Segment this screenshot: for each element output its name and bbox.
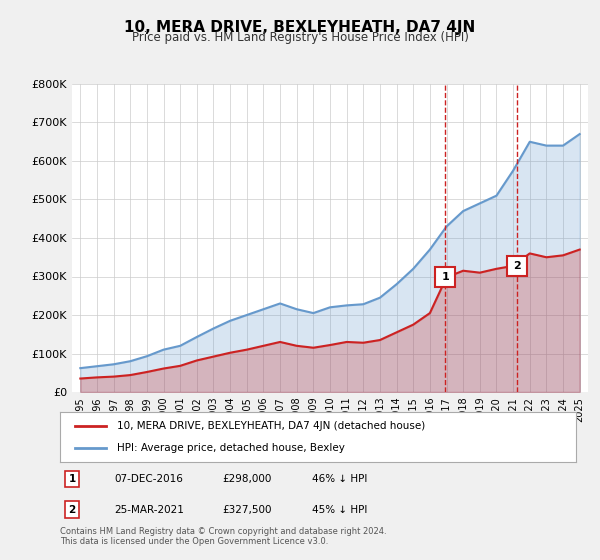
Text: 10, MERA DRIVE, BEXLEYHEATH, DA7 4JN (detached house): 10, MERA DRIVE, BEXLEYHEATH, DA7 4JN (de… [117,421,425,431]
Text: 1: 1 [442,272,449,282]
Text: Contains HM Land Registry data © Crown copyright and database right 2024.
This d: Contains HM Land Registry data © Crown c… [60,526,386,546]
Text: 2: 2 [514,261,521,271]
Text: 45% ↓ HPI: 45% ↓ HPI [312,505,367,515]
Text: 46% ↓ HPI: 46% ↓ HPI [312,474,367,484]
Text: 10, MERA DRIVE, BEXLEYHEATH, DA7 4JN: 10, MERA DRIVE, BEXLEYHEATH, DA7 4JN [124,20,476,35]
Text: £298,000: £298,000 [222,474,271,484]
Text: 1: 1 [68,474,76,484]
Text: HPI: Average price, detached house, Bexley: HPI: Average price, detached house, Bexl… [117,443,344,453]
Text: Price paid vs. HM Land Registry's House Price Index (HPI): Price paid vs. HM Land Registry's House … [131,31,469,44]
Text: 2: 2 [68,505,76,515]
Text: £327,500: £327,500 [222,505,271,515]
Text: 25-MAR-2021: 25-MAR-2021 [114,505,184,515]
Text: 07-DEC-2016: 07-DEC-2016 [114,474,183,484]
